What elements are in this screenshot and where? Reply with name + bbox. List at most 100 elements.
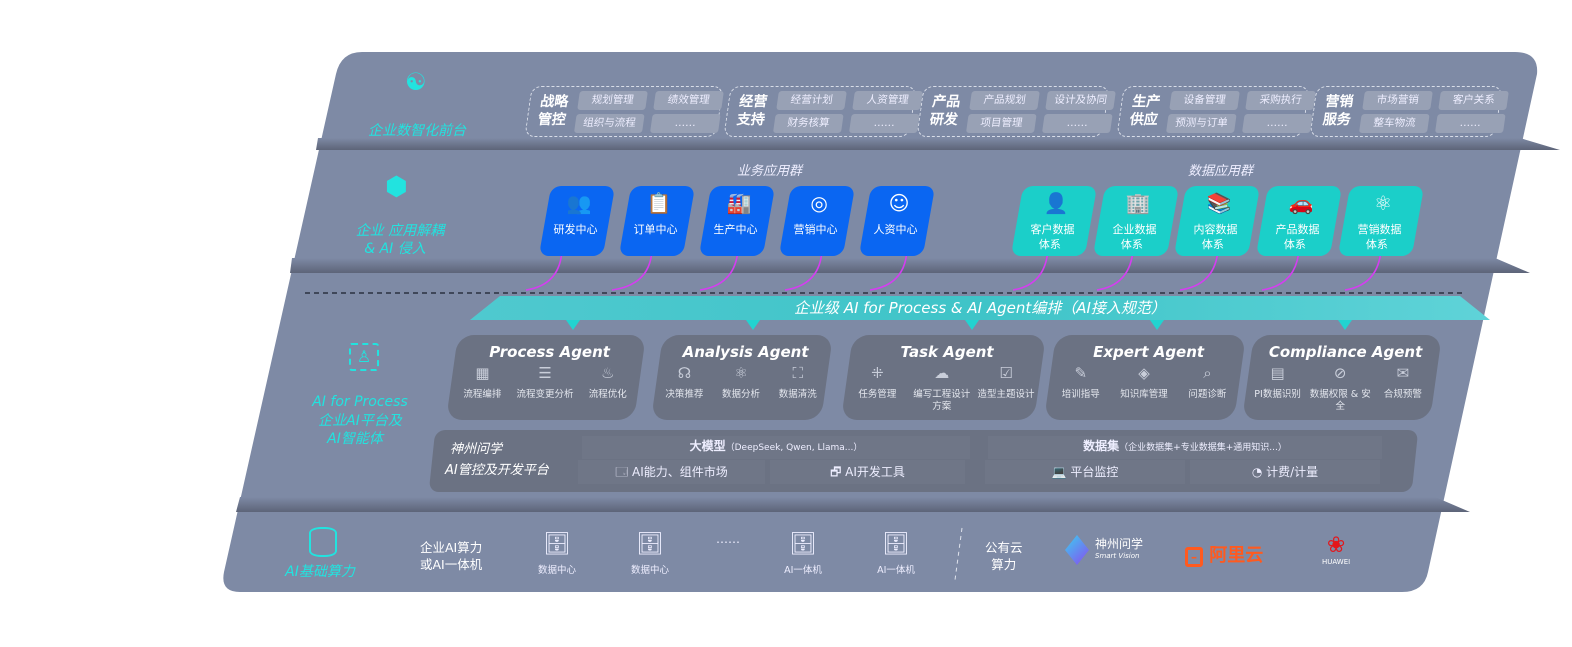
car-icon: 🚗 bbox=[1288, 191, 1314, 215]
tile-label: 人资中心 bbox=[873, 223, 918, 236]
business-app-tile[interactable]: 🏭 生产中心 bbox=[698, 186, 776, 256]
category-item[interactable]: 客户关系 bbox=[1438, 91, 1509, 110]
category-item[interactable]: 财务核算 bbox=[772, 114, 844, 133]
data-app-tile[interactable]: 🚗 产品数据体系 bbox=[1255, 186, 1343, 256]
category-item[interactable]: 组织与流程 bbox=[573, 114, 645, 133]
agent-capability[interactable]: ☊ 决策推荐 bbox=[656, 364, 712, 401]
category-title: 产品研发 bbox=[928, 94, 962, 128]
agent-capability[interactable]: ⌕ 问题诊断 bbox=[1176, 364, 1239, 401]
person-icon: ☺ bbox=[888, 191, 910, 215]
tool-billing[interactable]: ◔ 计费/计量 bbox=[1190, 460, 1380, 484]
category-item[interactable]: …… bbox=[1434, 114, 1506, 133]
atom-icon: ⚛ bbox=[734, 364, 748, 382]
large-model-bar: 大模型（DeepSeek, Qwen, Llama...） bbox=[582, 436, 970, 459]
tile-label: 产品数据 bbox=[1275, 223, 1320, 236]
category-item[interactable]: …… bbox=[848, 114, 920, 133]
diagnose-icon: ⌕ bbox=[1203, 364, 1212, 382]
agent-capability[interactable]: ⊘ 数据权限 & 安全 bbox=[1309, 364, 1371, 413]
market-icon: 🗔 bbox=[615, 465, 633, 479]
category-item[interactable]: 经营计划 bbox=[776, 91, 847, 110]
database-icon bbox=[309, 527, 337, 557]
tile-label: 研发中心 bbox=[553, 223, 598, 236]
tile-label-2: 体系 bbox=[1365, 238, 1388, 251]
agent-capability[interactable]: ▤ PI数据识别 bbox=[1247, 364, 1309, 413]
category-box: 产品研发 产品规划 设计及协同 项目管理…… bbox=[916, 86, 1116, 137]
tool-market[interactable]: 🗔 AI能力、组件市场 bbox=[578, 460, 765, 484]
tile-label-2: 体系 bbox=[1038, 238, 1061, 251]
checklist-icon: ☑ bbox=[999, 364, 1013, 382]
category-item[interactable]: 产品规划 bbox=[969, 91, 1040, 110]
category-item[interactable]: 市场营销 bbox=[1362, 91, 1433, 110]
agent-capability[interactable]: ▦ 流程编排 bbox=[451, 364, 513, 401]
capability-label: 数据权限 & 安全 bbox=[1309, 389, 1371, 412]
category-item[interactable]: 设计及协同 bbox=[1045, 91, 1116, 110]
agent-capability[interactable]: ⁜ 任务管理 bbox=[846, 364, 910, 413]
agent-capability[interactable]: ☑ 造型主题设计 bbox=[974, 364, 1038, 413]
category-item[interactable]: 人资管理 bbox=[852, 91, 923, 110]
agent-capability[interactable]: ☁ 编写工程设计方案 bbox=[910, 364, 974, 413]
business-app-tile[interactable]: ☺ 人资中心 bbox=[858, 186, 936, 256]
books-icon: 📚 bbox=[1206, 191, 1232, 215]
agent-capability[interactable]: ✎ 培训指导 bbox=[1049, 364, 1112, 401]
category-item[interactable]: 整车物流 bbox=[1358, 114, 1430, 133]
server-icon: 🗄 bbox=[636, 532, 664, 557]
agent-name: Compliance Agent bbox=[1268, 343, 1423, 361]
business-app-tile[interactable]: 📋 订单中心 bbox=[618, 186, 696, 256]
shenzhou-logo-icon bbox=[1065, 535, 1089, 565]
brain-icon: ☯ bbox=[405, 68, 427, 96]
private-compute-label: 企业AI算力 或AI一体机 bbox=[420, 540, 483, 572]
agent-card[interactable]: Task Agent ⁜ 任务管理 ☁ 编写工程设计方案 ☑ 造型主题设计 bbox=[841, 335, 1046, 420]
agent-card[interactable]: Compliance Agent ▤ PI数据识别 ⊘ 数据权限 & 安全 ✉ 合规预警 bbox=[1242, 335, 1442, 420]
chart-window-icon: ▦ bbox=[475, 364, 490, 382]
dataset-bar: 数据集（企业数据集+专业数据集+通用知识...） bbox=[988, 436, 1382, 459]
tool-dev[interactable]: 🗗 AI开发工具 bbox=[770, 460, 965, 484]
business-app-tile[interactable]: 👥 研发中心 bbox=[538, 186, 616, 256]
category-item[interactable]: 规划管理 bbox=[577, 91, 648, 110]
compute-node: 🗄 数据中心 bbox=[527, 532, 587, 576]
capability-label: 决策推荐 bbox=[665, 389, 704, 400]
capability-label: PI数据识别 bbox=[1254, 389, 1301, 400]
category-box: 战略管控 规划管理 绩效管理 组织与流程…… bbox=[524, 86, 724, 137]
agent-capability[interactable]: ◈ 知识库管理 bbox=[1113, 364, 1176, 401]
category-item[interactable]: 设备管理 bbox=[1169, 91, 1240, 110]
monitor-icon: 💻 bbox=[1051, 465, 1071, 479]
category-item[interactable]: …… bbox=[649, 114, 721, 133]
agent-capability[interactable]: ♨ 流程优化 bbox=[577, 364, 639, 401]
agent-card[interactable]: Expert Agent ✎ 培训指导 ◈ 知识库管理 ⌕ 问题诊断 bbox=[1044, 335, 1246, 420]
data-app-tile[interactable]: ⚛ 营销数据 体系 bbox=[1337, 186, 1425, 256]
data-app-tile[interactable]: 🏢 企业数据 体系 bbox=[1092, 186, 1180, 256]
agent-card[interactable]: Process Agent ▦ 流程编排 ☰ 流程变更分析 ♨ 流程优化 bbox=[446, 335, 646, 420]
orchestration-banner: 企业级 AI for Process & AI Agent编排（AI接入规范） bbox=[794, 299, 1166, 317]
category-item[interactable]: …… bbox=[1241, 114, 1313, 133]
tool-monitor[interactable]: 💻 平台监控 bbox=[985, 460, 1185, 484]
data-app-tile[interactable]: 📚 内容数据 体系 bbox=[1173, 186, 1261, 256]
agent-capability[interactable]: ⚛ 数据分析 bbox=[713, 364, 769, 401]
category-item[interactable]: 项目管理 bbox=[965, 114, 1037, 133]
category-item[interactable]: 预测与订单 bbox=[1165, 114, 1237, 133]
server-icon: 🗄 bbox=[882, 532, 910, 557]
server-icon: 🗄 bbox=[543, 532, 571, 557]
layer-label-front: 企业数智化前台 bbox=[368, 123, 466, 139]
agent-capability[interactable]: ✉ 合规预警 bbox=[1372, 364, 1434, 413]
clean-icon: ⛶ bbox=[792, 364, 803, 382]
category-item[interactable]: 采购执行 bbox=[1245, 91, 1316, 110]
tile-label-2: 体系 bbox=[1283, 238, 1306, 251]
compute-node: 🗄 AI一体机 bbox=[773, 532, 833, 576]
agent-card[interactable]: Analysis Agent ☊ 决策推荐 ⚛ 数据分析 ⛶ 数据清洗 bbox=[651, 335, 833, 420]
aliyun-logo: – 阿里云 bbox=[1185, 541, 1263, 567]
agent-capability[interactable]: ⛶ 数据清洗 bbox=[770, 364, 826, 401]
node-label: AI一体机 bbox=[784, 565, 822, 576]
gauge-icon: ◔ bbox=[1251, 465, 1267, 479]
capability-label: 任务管理 bbox=[858, 389, 897, 400]
list-icon: ☰ bbox=[538, 364, 552, 382]
tile-label: 企业数据 bbox=[1112, 223, 1157, 236]
capability-label: 问题诊断 bbox=[1188, 389, 1227, 400]
node-label: 数据中心 bbox=[537, 565, 576, 576]
data-app-tile[interactable]: 👤 客户数据 体系 bbox=[1010, 186, 1098, 256]
agent-capability[interactable]: ☰ 流程变更分析 bbox=[514, 364, 576, 401]
tile-label-2: 体系 bbox=[1201, 238, 1224, 251]
business-app-tile[interactable]: ◎ 营销中心 bbox=[778, 186, 856, 256]
data-group-title: 数据应用群 bbox=[1188, 164, 1254, 179]
category-item[interactable]: 绩效管理 bbox=[653, 91, 724, 110]
category-item[interactable]: …… bbox=[1041, 114, 1113, 133]
